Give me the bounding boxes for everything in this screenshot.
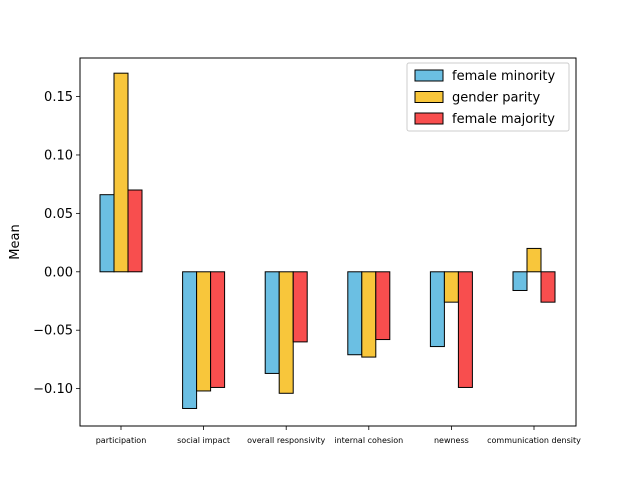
bar-female-minority-newness [429,271,445,348]
bar-female-minority-communication-density [512,271,528,291]
legend-label: gender parity [452,91,540,106]
legend: female minority gender parity female major… [406,62,570,132]
bar-female-minority-social-impact [182,271,198,409]
bars-layer [99,72,556,409]
x-tick-label: newness [434,436,469,445]
y-tick-label: 0.05 [44,207,73,222]
bar-female-minority-overall-responsivity [264,271,280,374]
legend-box [406,62,570,132]
bar-gender-parity-overall-responsivity [278,271,294,394]
bar-female-majority-newness [457,271,473,388]
y-tick-label: 0.15 [44,90,73,105]
bar-gender-parity-social-impact [196,271,212,392]
bar-female-majority-internal-cohesion [375,271,391,341]
y-axis-title: Mean [8,224,23,259]
y-tick-label: 0.00 [44,265,73,280]
bar-female-majority-participation [127,189,143,273]
bar-female-majority-social-impact [210,271,226,388]
bar-female-majority-overall-responsivity [292,271,308,343]
bar-female-minority-internal-cohesion [347,271,363,356]
legend-swatch-female-majority [414,112,444,125]
bar-gender-parity-participation [113,72,129,273]
y-tick-label: −0.10 [33,382,73,397]
legend-swatch-female-minority [414,69,444,82]
x-tick-label: communication density [487,436,581,445]
axes-layer: participation social impact overall respon… [33,57,581,445]
legend-swatch-gender-parity [414,91,444,103]
legend-label: female minority [452,69,555,84]
plot-frame [79,57,577,427]
x-tick-label: social impact [177,436,230,445]
y-tick-label: −0.05 [33,324,73,339]
bar-female-minority-participation [99,194,115,273]
x-tick-label: internal cohesion [334,436,403,445]
y-tick-label: 0.10 [44,148,73,163]
bar-gender-parity-internal-cohesion [361,271,377,358]
x-tick-label: overall responsivity [247,436,325,445]
bar-gender-parity-communication-density [526,247,542,273]
bar-gender-parity-newness [443,271,459,303]
legend-label: female majority [452,112,555,127]
x-tick-label: participation [96,436,147,445]
bar-female-majority-communication-density [540,271,556,303]
